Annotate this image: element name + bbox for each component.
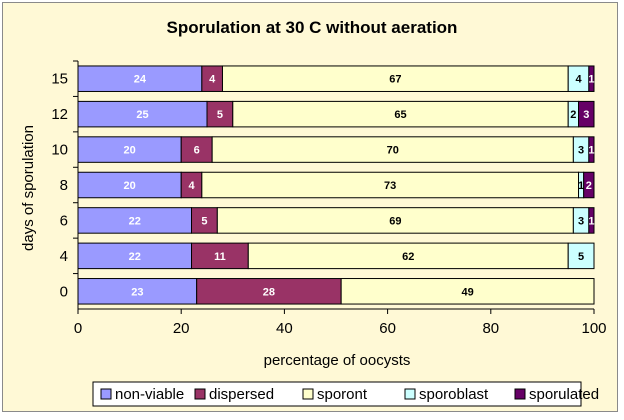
data-label: 70 — [387, 145, 399, 157]
legend: non-viable dispersed sporont sporoblast spor… — [92, 381, 599, 407]
bar-segment-dispersed — [191, 242, 249, 270]
x-tick-label: 80 — [482, 320, 499, 337]
data-label: 5 — [201, 215, 207, 227]
data-label: 25 — [136, 109, 148, 121]
data-label: 1 — [588, 215, 594, 227]
legend-swatch-dispersed — [194, 388, 206, 400]
data-label: 49 — [461, 286, 473, 298]
bar-segment-sporulated — [583, 171, 595, 199]
data-label: 1 — [588, 74, 594, 86]
data-label: 11 — [214, 251, 226, 263]
data-label: 28 — [263, 286, 275, 298]
y-tick-label: 15 — [51, 71, 68, 88]
bar-segment-sporoblast — [567, 242, 595, 270]
data-label: 73 — [384, 180, 396, 192]
x-tick-label: 60 — [379, 320, 396, 337]
data-label: 24 — [134, 74, 147, 86]
bar-segment-sporont — [216, 207, 574, 234]
bar-segment-sporont — [211, 136, 574, 163]
legend-label-sporont: sporont — [317, 386, 368, 403]
x-tick-label: 0 — [74, 320, 82, 337]
data-label: 22 — [129, 215, 141, 227]
data-label: 3 — [578, 215, 584, 227]
bar-segment-dispersed — [196, 278, 342, 305]
data-label: 2 — [570, 109, 576, 121]
data-label: 5 — [217, 109, 223, 121]
data-label: 6 — [194, 145, 200, 157]
y-tick-label: 10 — [51, 142, 68, 159]
y-tick-label: 0 — [60, 283, 68, 300]
legend-swatch-non-viable — [100, 388, 112, 400]
bar-segment-sporont — [221, 65, 569, 92]
data-label: 69 — [389, 215, 401, 227]
x-tick-label: 100 — [581, 320, 606, 337]
data-label: 67 — [389, 74, 401, 86]
legend-box — [92, 381, 582, 407]
bar-segment-sporulated — [578, 100, 595, 128]
bar-segment-non-viable — [77, 136, 182, 163]
bar-segment-sporulated — [588, 65, 595, 92]
data-label: 23 — [131, 286, 143, 298]
y-tick-label: 4 — [60, 248, 68, 265]
data-label: 3 — [583, 109, 589, 121]
chart-title: Sporulation at 30 C without aeration — [167, 18, 458, 37]
sporulation-chart: Sporulation at 30 C without aeration 0 20… — [20, 18, 607, 407]
data-label: 5 — [578, 251, 584, 263]
y-tick-label: 8 — [60, 177, 68, 194]
bar-segment-non-viable — [77, 171, 182, 199]
legend-label-sporulated: sporulated — [529, 386, 599, 403]
data-label: 65 — [394, 109, 406, 121]
legend-swatch-sporulated — [514, 388, 526, 400]
x-axis-title: percentage of oocysts — [264, 352, 411, 369]
data-label: 4 — [575, 74, 582, 86]
y-axis-title: days of sporulation — [20, 125, 37, 251]
legend-label-sporoblast: sporoblast — [419, 386, 489, 403]
data-label: 1 — [578, 180, 584, 192]
bar-segment-non-viable — [77, 278, 198, 305]
data-label: 4 — [209, 74, 216, 86]
data-label: 22 — [129, 251, 141, 263]
data-label: 2 — [586, 180, 592, 192]
bar-segment-sporulated — [588, 136, 595, 163]
bar-segment-non-viable — [77, 100, 208, 128]
bar-segment-sporont — [340, 278, 595, 305]
legend-label-non-viable: non-viable — [115, 386, 184, 403]
data-label: 4 — [188, 180, 195, 192]
bar-segment-dispersed — [191, 207, 218, 234]
legend-swatch-sporont — [302, 388, 314, 400]
chart-frame: Sporulation at 30 C without aeration 0 20… — [2, 2, 618, 412]
bar-segment-dispersed — [180, 136, 213, 163]
bar-segment-dispersed — [206, 100, 234, 128]
data-label: 20 — [123, 180, 135, 192]
data-label: 20 — [123, 145, 135, 157]
bar-segment-sporulated — [588, 207, 595, 234]
y-tick-label: 12 — [51, 106, 68, 123]
bar-segment-sporont — [232, 100, 569, 128]
data-label: 62 — [402, 251, 414, 263]
data-label: 1 — [588, 145, 594, 157]
x-tick-label: 40 — [276, 320, 293, 337]
y-tick-label: 6 — [60, 212, 68, 229]
bar-segment-non-viable — [77, 242, 193, 270]
legend-label-dispersed: dispersed — [209, 386, 274, 403]
legend-swatch-sporoblast — [404, 388, 416, 400]
x-tick-label: 20 — [173, 320, 190, 337]
data-label: 3 — [578, 145, 584, 157]
